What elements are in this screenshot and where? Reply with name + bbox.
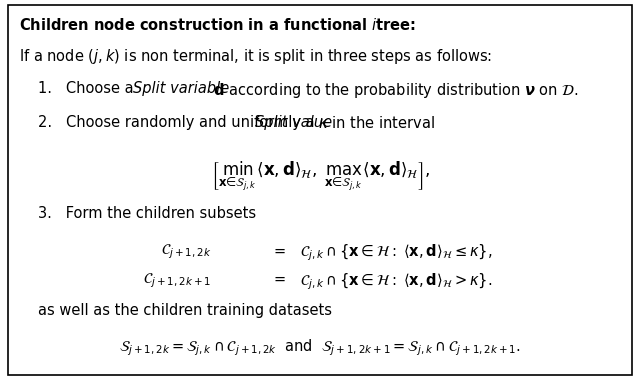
Text: 3.   Form the children subsets: 3. Form the children subsets [38, 206, 257, 221]
Text: Split variable: Split variable [133, 81, 229, 96]
Text: 1.   Choose a: 1. Choose a [38, 81, 139, 96]
Text: $=$: $=$ [271, 242, 286, 257]
Text: If a node $(j, k)$ is non terminal, it is split in three steps as follows:: If a node $(j, k)$ is non terminal, it i… [19, 47, 492, 66]
Text: $\kappa$ in the interval: $\kappa$ in the interval [314, 115, 435, 131]
Text: as well as the children training datasets: as well as the children training dataset… [38, 303, 332, 318]
Text: $\left[\min_{\mathbf{x}\in\mathcal{S}_{j,k}} \langle \mathbf{x}, \mathbf{d}\rang: $\left[\min_{\mathbf{x}\in\mathcal{S}_{j… [211, 159, 429, 193]
Text: $\mathbf{d}$ according to the probability distribution $\boldsymbol{\nu}$ on $\m: $\mathbf{d}$ according to the probabilit… [209, 81, 579, 100]
Text: Split value: Split value [255, 115, 332, 130]
Text: $\mathcal{S}_{j+1,2k} = \mathcal{S}_{j,k} \cap \mathcal{C}_{j+1,2k}$  and  $\mat: $\mathcal{S}_{j+1,2k} = \mathcal{S}_{j,k… [119, 337, 521, 358]
Text: $\mathcal{C}_{j+1,2k}$: $\mathcal{C}_{j+1,2k}$ [161, 242, 211, 261]
Text: $=$: $=$ [271, 271, 286, 286]
Text: $\mathcal{C}_{j,k} \cap \{\mathbf{x} \in \mathcal{H}:\; \langle \mathbf{x}, \mat: $\mathcal{C}_{j,k} \cap \{\mathbf{x} \in… [300, 242, 492, 263]
Text: 2.   Choose randomly and uniformly a: 2. Choose randomly and uniformly a [38, 115, 319, 130]
Text: $\mathcal{C}_{j,k} \cap \{\mathbf{x} \in \mathcal{H}:\; \langle \mathbf{x}, \mat: $\mathcal{C}_{j,k} \cap \{\mathbf{x} \in… [300, 271, 492, 291]
Text: Children node construction in a functional $\it{i}$tree:: Children node construction in a function… [19, 17, 416, 33]
Text: $\mathcal{C}_{j+1,2k+1}$: $\mathcal{C}_{j+1,2k+1}$ [143, 271, 211, 290]
